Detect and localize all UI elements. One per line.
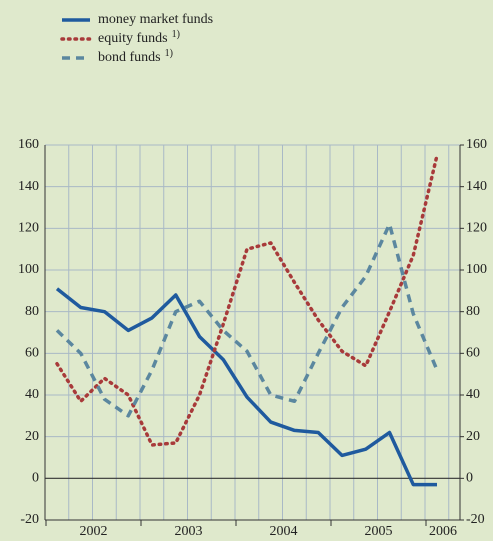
y-tick-label: 0 — [32, 471, 39, 486]
y-tick-label: 40 — [25, 387, 39, 402]
y2-tick-label: 20 — [466, 429, 480, 444]
y2-tick-label: 100 — [466, 262, 487, 277]
y-tick-label: 100 — [18, 262, 39, 277]
y-tick-label: 20 — [25, 429, 39, 444]
legend-name: equity funds — [98, 31, 168, 46]
legend-label: money market funds — [98, 12, 213, 27]
y2-tick-label: 60 — [466, 346, 480, 361]
y-tick-label: 140 — [18, 179, 39, 194]
legend-name: money market funds — [98, 12, 213, 27]
y2-tick-label: 120 — [466, 221, 487, 236]
series-line — [55, 153, 439, 447]
x-tick-label: 2005 — [365, 524, 393, 539]
legend-note: 1) — [165, 48, 173, 59]
y-tick-label: 80 — [25, 304, 39, 319]
y2-tick-label: 80 — [466, 304, 480, 319]
y-tick-label: 60 — [25, 346, 39, 361]
legend-name: bond funds — [98, 50, 161, 65]
y2-tick-label: 140 — [466, 179, 487, 194]
x-tick-label: 2003 — [175, 524, 203, 539]
x-tick-label: 2002 — [80, 524, 108, 539]
x-tick-label: 2004 — [270, 524, 298, 539]
x-tick-label: 2006 — [429, 524, 457, 539]
y-tick-label: 120 — [18, 221, 39, 236]
y-tick-label: -20 — [20, 512, 39, 527]
y2-tick-label: 160 — [466, 137, 487, 152]
y2-tick-label: 0 — [466, 471, 473, 486]
legend-label: bond funds 1) — [98, 48, 173, 65]
legend-note: 1) — [172, 29, 180, 40]
series-line — [55, 222, 439, 418]
series-line — [55, 287, 437, 487]
y2-tick-label: 40 — [466, 387, 480, 402]
y2-tick-label: -20 — [466, 512, 485, 527]
y-tick-label: 160 — [18, 137, 39, 152]
legend-label: equity funds 1) — [98, 29, 180, 46]
